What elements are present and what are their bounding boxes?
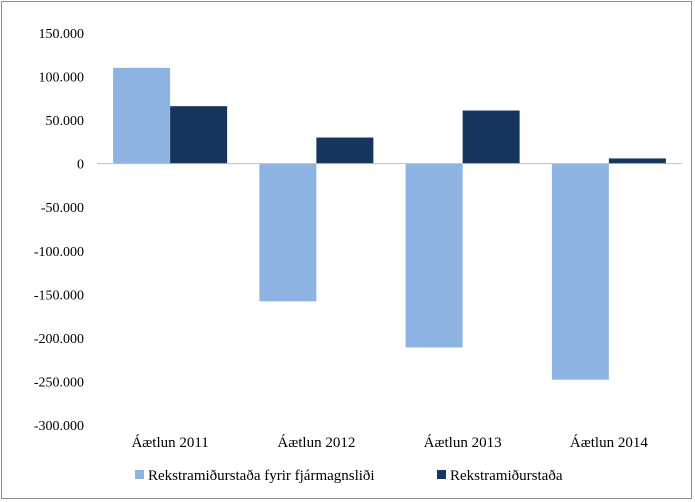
y-tick-label: 0	[77, 158, 84, 173]
y-tick-label: -100.000	[34, 245, 84, 260]
bar-series-2	[170, 106, 228, 164]
bar-series-2	[608, 158, 666, 164]
y-tick-label: -50.000	[41, 201, 84, 216]
y-tick-label: -250.000	[34, 375, 84, 390]
bar-series-1	[405, 163, 463, 348]
y-tick-label: -200.000	[34, 332, 84, 347]
legend-swatch-series-2	[437, 470, 446, 479]
y-tick-label: -300.000	[34, 419, 84, 434]
x-category-label: Áætlun 2011	[131, 434, 208, 451]
legend-label-series-1: Rekstramiðurstaða fyrir fjármagnsliði	[148, 468, 375, 484]
bar-series-2	[462, 110, 520, 164]
x-category-label: Áætlun 2014	[570, 434, 648, 451]
y-tick-label: -150.000	[34, 288, 84, 303]
bar-series-1	[551, 163, 609, 380]
y-tick-label: 50.000	[46, 114, 85, 129]
x-category-label: Áætlun 2012	[277, 434, 355, 451]
bar-series-2	[316, 137, 374, 164]
legend-label-series-2: Rekstramiðurstaða	[450, 468, 563, 484]
x-category-label: Áætlun 2013	[424, 434, 502, 451]
bar-series-1	[259, 163, 317, 302]
y-tick-label: 150.000	[39, 27, 85, 42]
y-tick-label: 100.000	[39, 71, 85, 86]
legend-swatch-series-1	[135, 470, 144, 479]
bar-series-1	[113, 67, 171, 164]
